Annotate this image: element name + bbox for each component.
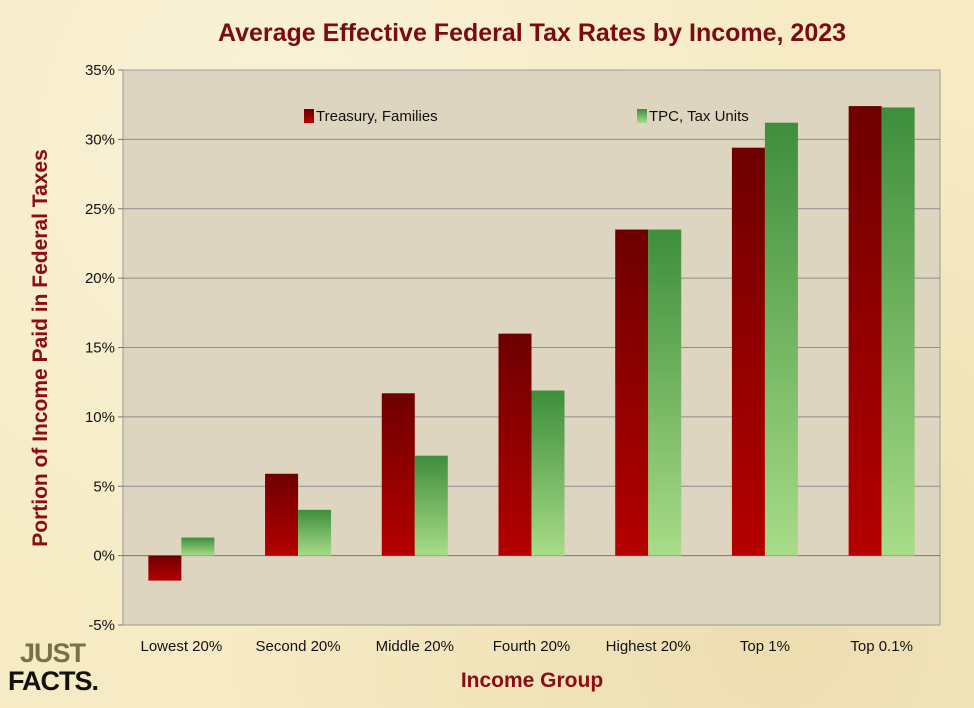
x-tick-label: Top 0.1% [850,638,913,655]
legend-label-treasury: Treasury, Families [316,108,438,125]
bar-tpc [531,390,565,556]
x-tick-label: Top 1% [740,638,790,655]
bar-tpc [764,122,798,556]
y-tick-label: 10% [85,409,115,426]
bar-treasury [265,473,299,556]
bar-treasury [731,147,765,556]
y-tick-label: 35% [85,62,115,79]
legend-swatch-treasury [304,109,314,123]
y-tick-label: 5% [93,478,115,495]
bar-tpc [414,455,448,556]
grid-lines [123,138,940,557]
y-tick-label: 30% [85,131,115,148]
bar-treasury [498,333,532,556]
bar-tpc [298,509,332,556]
bar-tpc [181,537,215,556]
y-tick-label: 15% [85,340,115,357]
just-facts-logo: JUST FACTS. [8,638,99,700]
x-axis-title: Income Group [461,669,603,692]
y-axis-ticks: -5% 0% 5% 10% 15% 20% 25% 30% 35% [85,62,123,634]
y-tick-label: 25% [85,201,115,218]
x-tick-label: Middle 20% [376,638,454,655]
x-tick-label: Highest 20% [606,638,691,655]
y-tick-label: 0% [93,548,115,565]
chart-title: Average Effective Federal Tax Rates by I… [218,19,846,47]
bar-tpc [881,107,915,556]
bars [148,106,915,581]
y-tick-label: -5% [88,617,115,634]
x-tick-label: Fourth 20% [493,638,571,655]
y-axis-title: Portion of Income Paid in Federal Taxes [29,149,52,547]
legend-label-tpc: TPC, Tax Units [649,108,749,125]
legend: Treasury, Families TPC, Tax Units [304,108,749,125]
y-tick-label: 20% [85,270,115,287]
legend-swatch-tpc [637,109,647,123]
logo-line-2: FACTS. [8,666,99,696]
x-tick-label: Second 20% [256,638,341,655]
bar-treasury [848,106,882,556]
x-tick-label: Lowest 20% [140,638,222,655]
bar-treasury [148,555,182,581]
bar-treasury [615,229,649,556]
bar-tpc [648,229,682,556]
logo-line-1: JUST [20,638,86,668]
bar-treasury [381,393,415,556]
x-axis-ticks: Lowest 20% Second 20% Middle 20% Fourth 20%… [140,638,912,655]
